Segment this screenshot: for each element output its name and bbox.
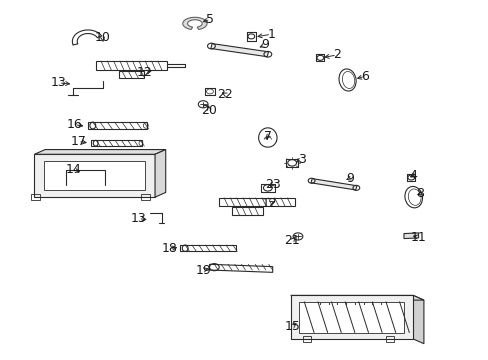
Text: 5: 5: [206, 13, 214, 26]
Text: 22: 22: [217, 88, 232, 101]
Text: 17: 17: [70, 135, 86, 148]
Text: 2: 2: [332, 49, 340, 62]
Polygon shape: [91, 140, 142, 146]
Polygon shape: [403, 233, 418, 239]
Text: 16: 16: [66, 118, 82, 131]
Text: 12: 12: [262, 197, 277, 210]
Text: 9: 9: [346, 172, 354, 185]
Polygon shape: [219, 198, 294, 206]
Text: 12: 12: [137, 66, 152, 79]
Polygon shape: [155, 149, 165, 197]
Text: 18: 18: [161, 242, 177, 255]
Polygon shape: [232, 207, 263, 215]
Polygon shape: [290, 296, 423, 300]
Text: 9: 9: [261, 39, 268, 51]
Text: 8: 8: [416, 187, 424, 200]
Text: 19: 19: [195, 264, 211, 276]
Text: 21: 21: [284, 234, 300, 247]
Polygon shape: [209, 264, 272, 273]
Text: 20: 20: [201, 104, 217, 117]
Polygon shape: [183, 17, 206, 30]
Polygon shape: [290, 296, 412, 339]
Polygon shape: [96, 61, 166, 70]
Text: 4: 4: [409, 169, 417, 182]
Polygon shape: [299, 302, 404, 333]
Polygon shape: [310, 179, 356, 190]
Text: 1: 1: [267, 28, 275, 41]
Polygon shape: [180, 245, 236, 251]
Text: 13: 13: [51, 76, 66, 89]
Text: 23: 23: [264, 178, 280, 191]
Polygon shape: [88, 122, 147, 129]
Text: 15: 15: [284, 320, 300, 333]
Polygon shape: [119, 71, 143, 78]
Text: 10: 10: [94, 31, 110, 44]
Polygon shape: [34, 149, 165, 154]
Polygon shape: [34, 154, 155, 197]
Text: 14: 14: [65, 163, 81, 176]
Text: 7: 7: [264, 130, 271, 143]
Polygon shape: [412, 296, 423, 344]
Text: 6: 6: [361, 70, 368, 83]
Text: 11: 11: [410, 231, 426, 244]
Text: 13: 13: [130, 212, 146, 225]
Polygon shape: [210, 44, 268, 57]
Text: 3: 3: [297, 153, 305, 166]
Polygon shape: [44, 161, 145, 190]
